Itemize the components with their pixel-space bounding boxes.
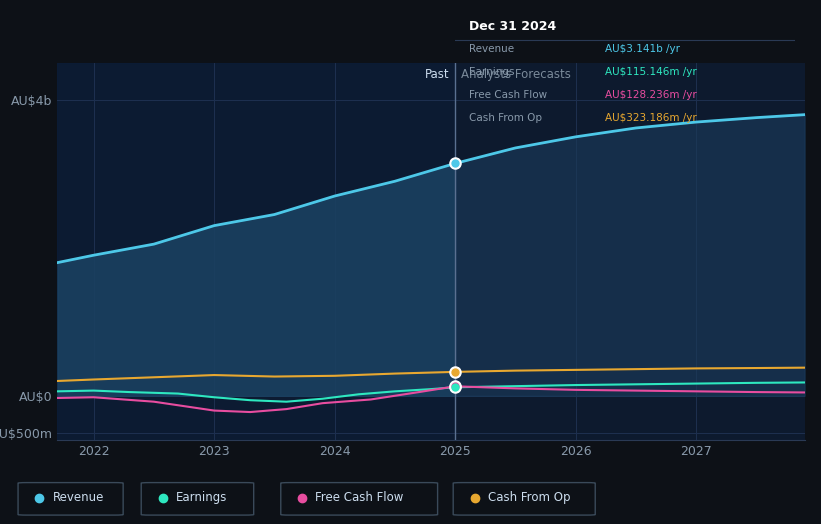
Text: Earnings: Earnings — [176, 492, 227, 504]
Text: Free Cash Flow: Free Cash Flow — [315, 492, 404, 504]
Text: Analysts Forecasts: Analysts Forecasts — [461, 68, 571, 81]
Text: AU$323.186m /yr: AU$323.186m /yr — [604, 113, 696, 123]
Text: Free Cash Flow: Free Cash Flow — [469, 90, 547, 100]
Text: AU$128.236m /yr: AU$128.236m /yr — [604, 90, 696, 100]
Text: Revenue: Revenue — [469, 44, 514, 54]
Text: Cash From Op: Cash From Op — [488, 492, 570, 504]
Text: Past: Past — [424, 68, 449, 81]
Text: Earnings: Earnings — [469, 67, 514, 77]
Text: Cash From Op: Cash From Op — [469, 113, 542, 123]
Text: AU$3.141b /yr: AU$3.141b /yr — [604, 44, 680, 54]
Text: Dec 31 2024: Dec 31 2024 — [469, 20, 556, 33]
Text: AU$115.146m /yr: AU$115.146m /yr — [604, 67, 696, 77]
Text: Revenue: Revenue — [53, 492, 104, 504]
Bar — [57, 63, 455, 440]
